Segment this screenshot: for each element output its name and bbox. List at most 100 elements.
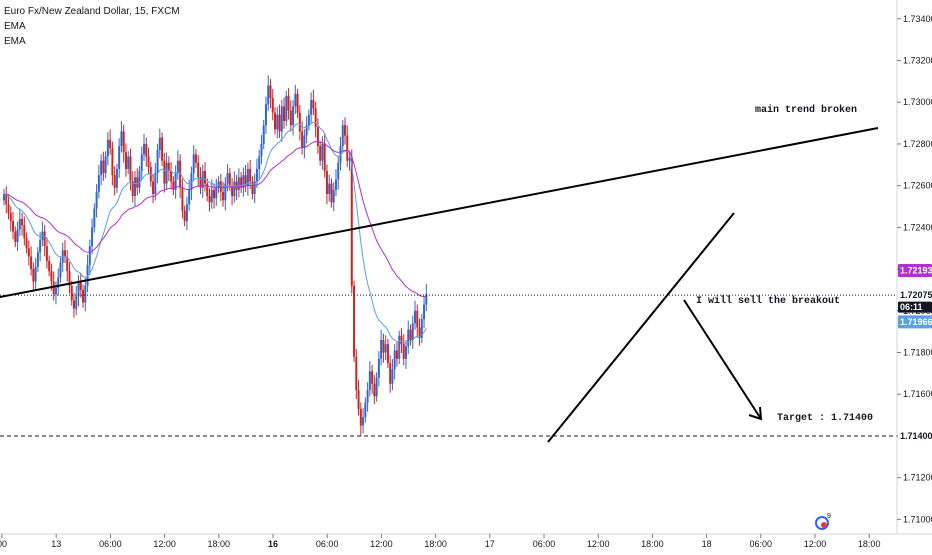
candle-body [267, 85, 270, 105]
main-trendline[interactable] [0, 127, 879, 298]
candle-body [240, 177, 243, 188]
candle-body [48, 260, 51, 272]
candle-body [226, 173, 229, 184]
candle-body [201, 171, 204, 188]
time-tick-label: 17 [485, 539, 495, 549]
ema-slow-line[interactable] [3, 140, 427, 298]
price-tags-layer: 1.72193 1.71966 1.72075 06:11 1.71400 [898, 264, 932, 442]
candle-body [143, 143, 146, 155]
candle-body [30, 256, 33, 270]
candle-body [384, 344, 387, 353]
candle-body [77, 281, 80, 297]
price-tick-label: 1.71200 [903, 473, 932, 483]
candle-body [298, 112, 301, 132]
ema-legend-2[interactable]: EMA [4, 36, 26, 47]
candle-body [228, 173, 231, 186]
ema-fast-line[interactable] [3, 121, 427, 344]
time-tick-label: 12:00 [370, 539, 393, 549]
candle-body [70, 285, 73, 301]
candle-body [86, 264, 89, 286]
candle-body [120, 131, 123, 147]
candle-body [362, 417, 365, 426]
candle-body [386, 344, 389, 363]
candle-body [219, 181, 222, 192]
ema-legend-1[interactable]: EMA [4, 21, 26, 32]
target-annotation[interactable]: Target : 1.71400 [777, 413, 873, 424]
candle-body [39, 239, 42, 253]
candle-body [52, 281, 55, 295]
candle-body [104, 156, 107, 174]
candle-body [131, 181, 134, 197]
candle-body [161, 137, 164, 161]
candle-body [5, 193, 8, 205]
time-tick-label: 06:00 [99, 539, 122, 549]
candle-body [278, 114, 281, 132]
candle-body [341, 125, 344, 147]
candle-body [366, 390, 369, 403]
candle-body [192, 154, 195, 174]
candle-body [244, 175, 247, 186]
candle-body [380, 340, 383, 359]
candle-body [43, 231, 46, 247]
candle-body [36, 252, 39, 267]
horizontal-lines-layer [0, 294, 897, 437]
countdown-tag-box [898, 301, 932, 313]
candle-body [303, 135, 306, 149]
candle-body [102, 160, 105, 174]
candle-body [253, 181, 256, 194]
candle-body [23, 225, 26, 238]
candle-body [7, 204, 10, 213]
target-price-tag-box [898, 429, 932, 442]
candle-body [307, 114, 310, 126]
ema-layer [3, 121, 427, 344]
chart-legend[interactable]: Euro Fx/New Zealand Dollar, 15, FXCM EMA… [4, 4, 180, 49]
candle-body [344, 125, 347, 136]
candle-body [357, 390, 360, 409]
candle-body [312, 100, 315, 109]
candle-body [109, 139, 112, 149]
candle-body [34, 267, 37, 282]
candle-body [251, 181, 254, 194]
candle-body [27, 248, 30, 257]
symbol-title[interactable]: Euro Fx/New Zealand Dollar, 15, FXCM [4, 6, 180, 17]
wedge-support-line[interactable] [547, 212, 735, 443]
candle-body [359, 408, 362, 426]
candle-body [50, 271, 53, 282]
candle-body [375, 377, 378, 397]
price-tick-label: 1.71800 [903, 348, 932, 358]
candle-body [100, 160, 103, 176]
candle-body [285, 95, 288, 121]
candle-body [258, 156, 261, 169]
candle-body [106, 139, 109, 157]
candle-body [16, 229, 19, 242]
time-axis[interactable]: 00 13 06:00 12:00 18:00 16 06:00 12:00 18:00 17 06… [0, 533, 932, 549]
candle-body [163, 160, 166, 184]
candle-body [84, 285, 87, 303]
candle-body [18, 219, 21, 230]
candle-body [190, 173, 193, 190]
candle-body [115, 168, 118, 188]
sell-annotation[interactable]: I will sell the breakout [696, 295, 840, 307]
candle-body [79, 281, 82, 290]
candle-body [287, 95, 290, 111]
candle-body [316, 127, 319, 147]
candle-body [235, 181, 238, 190]
candle-body [350, 158, 353, 286]
trend-annotation[interactable]: main trend broken [755, 104, 857, 116]
candle-body [292, 106, 295, 126]
tradingview-logo[interactable]: 9 [815, 513, 831, 530]
candle-body [111, 148, 114, 176]
candle-body [154, 173, 157, 194]
time-tick-label: 18 [702, 539, 712, 549]
candle-body [199, 177, 202, 188]
breakdown-arrow-shaft[interactable] [683, 299, 762, 420]
candle-body [68, 271, 71, 286]
candle-body [113, 175, 116, 188]
time-tick-label: 18:00 [858, 539, 881, 549]
time-tick-label: 00 [0, 539, 7, 549]
candle-body [82, 289, 85, 303]
candle-body [319, 146, 322, 161]
